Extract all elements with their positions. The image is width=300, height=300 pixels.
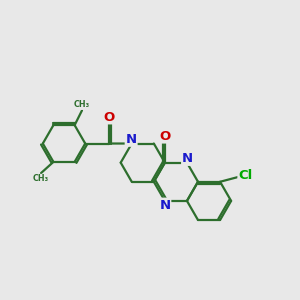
Text: CH₃: CH₃: [74, 100, 90, 109]
Text: N: N: [159, 199, 170, 212]
Text: N: N: [182, 152, 193, 165]
Text: CH₃: CH₃: [32, 175, 49, 184]
Text: Cl: Cl: [238, 169, 253, 182]
Text: N: N: [126, 133, 137, 146]
Text: O: O: [103, 110, 114, 124]
Text: O: O: [159, 130, 170, 142]
